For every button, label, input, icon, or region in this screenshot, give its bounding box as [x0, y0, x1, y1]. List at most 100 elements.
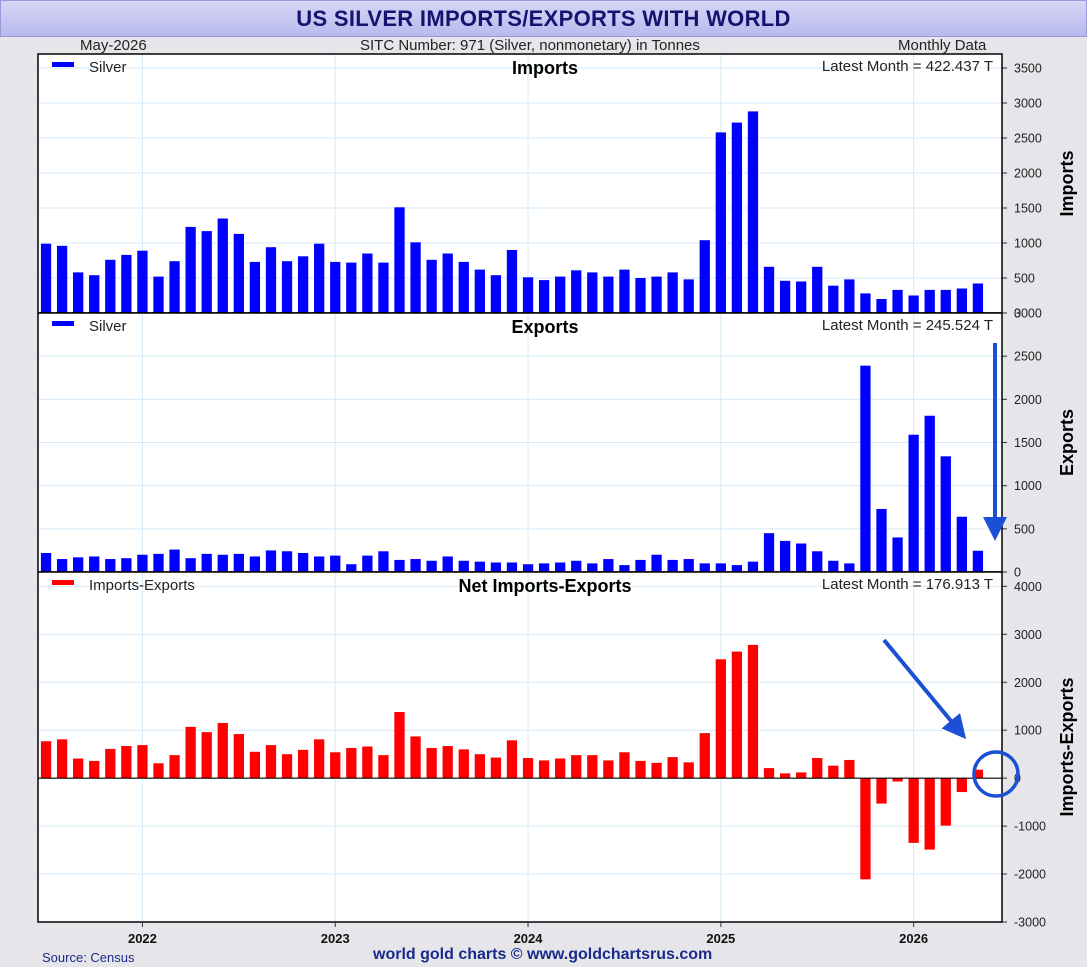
bar [362, 555, 373, 572]
bar [828, 765, 839, 779]
latest-month-label: Latest Month = 245.524 T [822, 317, 993, 334]
bar [105, 748, 116, 779]
bar [812, 758, 823, 779]
bar [410, 736, 421, 779]
bar [972, 283, 984, 313]
bar [394, 207, 405, 313]
bar [137, 554, 148, 572]
y-tick-label: 0 [1014, 566, 1021, 580]
bar [715, 563, 726, 572]
bar [908, 434, 919, 572]
bar [844, 279, 855, 313]
bar [538, 760, 550, 779]
bar [619, 752, 630, 779]
bar [956, 516, 967, 572]
bar [587, 755, 598, 779]
bar [763, 266, 775, 313]
bar [426, 259, 437, 313]
bar [972, 550, 984, 572]
bar [892, 537, 903, 572]
bar [828, 560, 839, 572]
bar [330, 261, 341, 313]
bar [860, 365, 871, 572]
bar [908, 295, 919, 313]
bar [233, 734, 244, 779]
bar [731, 122, 743, 313]
bar [876, 299, 887, 313]
bar [217, 218, 228, 313]
bar [972, 769, 984, 779]
bar [121, 254, 132, 313]
bar [201, 732, 212, 779]
bar [587, 272, 598, 313]
panel-frame [37, 571, 1003, 923]
bar [426, 747, 437, 779]
y-tick-label: 2500 [1014, 132, 1042, 146]
bar [233, 233, 244, 313]
bar [796, 281, 807, 313]
legend-swatch [52, 321, 74, 326]
bar [153, 763, 164, 779]
bar [956, 288, 967, 313]
bar [876, 508, 887, 572]
latest-month-label: Latest Month = 176.913 T [822, 576, 993, 593]
y-tick-label: -2000 [1014, 868, 1046, 882]
bar [40, 553, 52, 572]
bar [458, 261, 469, 313]
y-axis-label: Exports [1057, 409, 1077, 476]
bar [747, 111, 759, 314]
x-tick-label: 2023 [321, 931, 350, 946]
y-tick-label: 2000 [1014, 676, 1042, 690]
y-tick-label: 3000 [1014, 307, 1042, 321]
bar [185, 726, 196, 779]
credit-label: world gold charts © www.goldchartsrus.co… [373, 946, 713, 963]
chart-title: US SILVER IMPORTS/EXPORTS WITH WORLD [296, 5, 791, 31]
y-axis-label: Imports [1057, 150, 1077, 216]
bar [667, 757, 678, 779]
bar [314, 556, 325, 572]
source-label: Source: Census [42, 950, 135, 965]
bar [330, 555, 341, 572]
bar [828, 285, 839, 313]
bar [281, 261, 293, 313]
y-tick-label: 1500 [1014, 436, 1042, 450]
bar [249, 556, 261, 572]
bar [169, 261, 180, 313]
bar [73, 272, 84, 313]
bar [490, 757, 502, 779]
bar [442, 253, 453, 313]
bar [281, 551, 293, 572]
date-label: May-2026 [80, 37, 147, 54]
y-tick-label: 2000 [1014, 393, 1042, 407]
legend-label: Silver [89, 318, 127, 335]
bar [619, 269, 630, 313]
bar [796, 543, 807, 572]
bar [956, 778, 967, 793]
bar [346, 747, 357, 779]
bar [924, 415, 935, 572]
y-tick-label: -1000 [1014, 820, 1046, 834]
bar [185, 558, 196, 572]
panel-title: Imports [512, 58, 578, 78]
bar [249, 751, 261, 779]
bar [699, 240, 710, 313]
bar [137, 745, 148, 779]
bar [330, 752, 341, 779]
bar [474, 754, 485, 779]
bar [281, 754, 293, 779]
bar [571, 270, 582, 313]
bar [538, 563, 550, 572]
bar [651, 762, 662, 779]
y-tick-label: 3500 [1014, 62, 1042, 76]
bar [442, 746, 453, 779]
bar [715, 132, 726, 313]
bar [860, 293, 871, 313]
bar [362, 253, 373, 313]
panel-background [38, 572, 1002, 922]
bar [394, 559, 405, 572]
bar [217, 554, 228, 572]
y-tick-label: 0 [1014, 307, 1021, 321]
bar [153, 553, 164, 572]
bar [442, 556, 453, 572]
bar [474, 269, 485, 313]
